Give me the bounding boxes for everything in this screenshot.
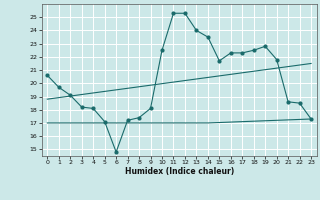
X-axis label: Humidex (Indice chaleur): Humidex (Indice chaleur) (124, 167, 234, 176)
